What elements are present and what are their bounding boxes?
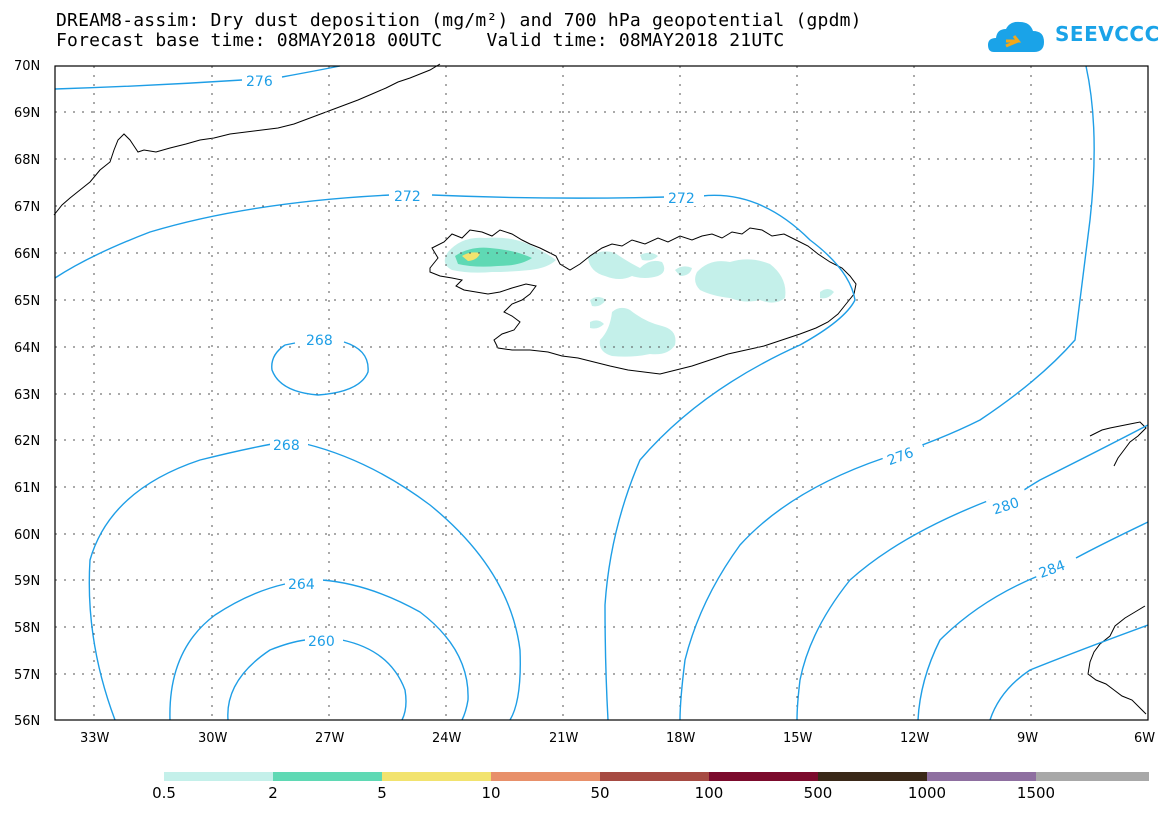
map-frame <box>54 65 1149 721</box>
dust-area <box>455 247 532 267</box>
dust-area <box>820 289 834 299</box>
lon-label: 15W <box>783 731 813 746</box>
lat-label: 58N <box>14 621 40 636</box>
dust-area <box>462 252 480 261</box>
lat-axis: 70N 69N 68N 67N 66N 65N 64N 63N 62N 61N … <box>14 59 40 729</box>
lat-label: 57N <box>14 668 40 683</box>
dust-area <box>588 251 665 279</box>
geopotential-contours <box>54 65 1149 721</box>
lat-label: 67N <box>14 200 40 215</box>
coastlines <box>53 63 1147 715</box>
contour-label: 268 <box>273 438 300 454</box>
colorbar-bin <box>273 772 383 781</box>
contour-labels: 276 272 272 268 268 264 260 276 280 284 <box>243 71 1077 650</box>
lon-axis: 33W 30W 27W 24W 21W 18W 15W 12W 9W 6W <box>80 731 1155 746</box>
contour-label: 260 <box>308 634 335 650</box>
dust-area <box>675 266 692 276</box>
lon-label: 12W <box>900 731 930 746</box>
lon-label: 6W <box>1134 731 1155 746</box>
dust-area <box>590 297 606 307</box>
lon-label: 24W <box>432 731 462 746</box>
lat-label: 63N <box>14 388 40 403</box>
contour-label: 264 <box>288 577 315 593</box>
colorbar-label: 500 <box>803 784 833 802</box>
contour-label: 276 <box>246 74 273 90</box>
contour-288 <box>989 624 1149 721</box>
lat-label: 65N <box>14 294 40 309</box>
colorbar-label: 10 <box>481 784 501 802</box>
contour-label: 268 <box>306 333 333 349</box>
lon-label: 27W <box>315 731 345 746</box>
lat-label: 69N <box>14 106 40 121</box>
lat-label: 62N <box>14 434 40 449</box>
faroe-islands <box>1089 421 1147 467</box>
dust-area <box>599 307 676 357</box>
lat-label: 66N <box>14 247 40 262</box>
cloud-icon <box>988 21 1044 52</box>
contour-label: 280 <box>991 495 1021 518</box>
contour-268-closed <box>271 341 369 396</box>
logo-text: SEEVCCC <box>1055 22 1160 46</box>
lat-label: 56N <box>14 714 40 729</box>
lat-label: 60N <box>14 528 40 543</box>
colorbar-label: 5 <box>377 784 387 802</box>
contour-272 <box>54 194 856 721</box>
contour-label: 272 <box>668 191 695 207</box>
scotland-coast <box>1087 605 1147 715</box>
colorbar-label: 100 <box>694 784 724 802</box>
colorbar-bin <box>382 772 492 781</box>
lat-label: 59N <box>14 574 40 589</box>
lat-label: 68N <box>14 153 40 168</box>
colorbar <box>164 772 1149 781</box>
dust-area <box>590 320 604 329</box>
chart-title: DREAM8-assim: Dry dust deposition (mg/m²… <box>56 10 862 31</box>
colorbar-bin <box>491 772 601 781</box>
lon-label: 30W <box>198 731 228 746</box>
colorbar-bin <box>600 772 710 781</box>
contour-264 <box>169 579 469 721</box>
contour-284 <box>917 521 1149 721</box>
lat-label: 64N <box>14 341 40 356</box>
colorbar-label: 0.5 <box>152 784 176 802</box>
lon-label: 9W <box>1017 731 1038 746</box>
colorbar-bin <box>818 772 928 781</box>
map-grid <box>55 66 1148 720</box>
dust-deposition-shading <box>444 237 834 357</box>
contour-label: 272 <box>394 189 421 205</box>
lon-label: 18W <box>666 731 696 746</box>
greenland-coast <box>53 63 441 216</box>
colorbar-label: 50 <box>590 784 610 802</box>
colorbar-label: 1500 <box>1016 784 1056 802</box>
colorbar-bin <box>1036 772 1149 781</box>
lat-label: 61N <box>14 481 40 496</box>
lat-label: 70N <box>14 59 40 74</box>
dust-area <box>695 259 786 303</box>
contour-276-east <box>679 65 1095 721</box>
lon-label: 33W <box>80 731 110 746</box>
contour-280 <box>796 424 1149 721</box>
dust-area <box>640 252 658 261</box>
contour-276-north <box>54 65 341 90</box>
colorbar-label: 1000 <box>907 784 947 802</box>
colorbar-bin <box>709 772 819 781</box>
contour-268-south <box>88 443 521 721</box>
lon-label: 21W <box>549 731 579 746</box>
forecast-time-subtitle: Forecast base time: 08MAY2018 00UTC Vali… <box>56 30 785 51</box>
colorbar-bin <box>164 772 274 781</box>
colorbar-bin <box>927 772 1037 781</box>
contour-260 <box>227 639 407 721</box>
colorbar-label: 2 <box>268 784 278 802</box>
